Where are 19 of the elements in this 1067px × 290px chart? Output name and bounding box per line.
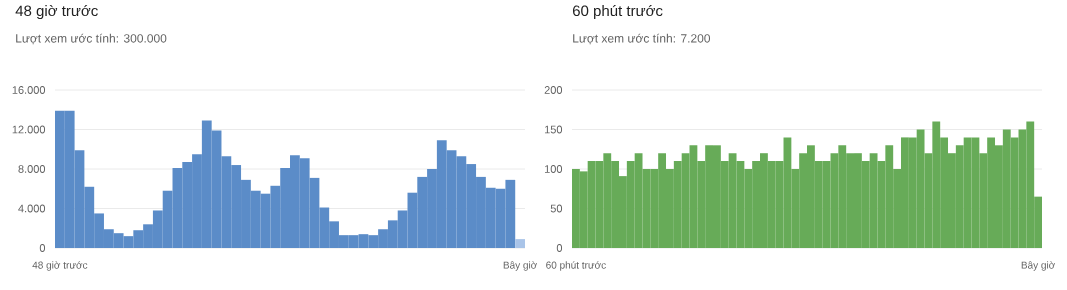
chart-subtitle: Lượt xem ước tính: 300.000 bbox=[16, 33, 167, 45]
x-tick-label: 48 giờ trước bbox=[32, 261, 88, 271]
chart-title: 48 giờ trước bbox=[15, 4, 98, 20]
y-tick-label: 4.000 bbox=[18, 204, 46, 213]
x-tick-label: Bây giờ bbox=[503, 261, 537, 271]
chart-title: 60 phút trước bbox=[572, 4, 663, 20]
y-tick-label: 200 bbox=[544, 86, 563, 94]
y-tick-label: 12.000 bbox=[12, 125, 46, 134]
y-tick-label: 0 bbox=[556, 244, 563, 252]
bar bbox=[515, 239, 526, 248]
x-tick-label: 60 phút trước bbox=[546, 261, 606, 271]
y-tick-label: 50 bbox=[550, 204, 563, 213]
y-tick-label: 8.000 bbox=[18, 165, 46, 173]
chart-subtitle: Lượt xem ước tính: 7.200 bbox=[573, 33, 711, 45]
y-tick-label: 150 bbox=[544, 125, 563, 134]
y-tick-label: 100 bbox=[544, 165, 563, 173]
y-tick-label: 16.000 bbox=[12, 86, 46, 94]
x-tick-label: Bây giờ bbox=[1021, 261, 1055, 271]
y-tick-label: 0 bbox=[39, 244, 46, 252]
